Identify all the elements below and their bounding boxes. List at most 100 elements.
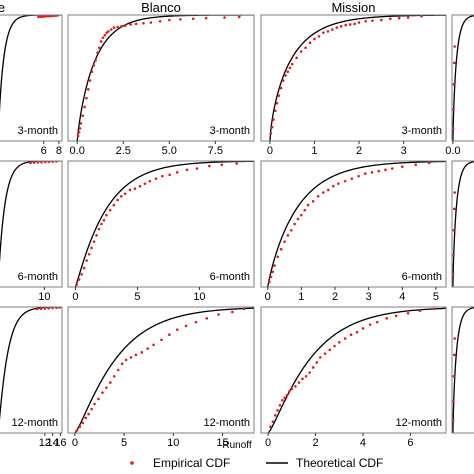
panel-frame xyxy=(67,160,255,288)
x-tick-label: 6 xyxy=(41,145,47,157)
empirical-point xyxy=(368,323,372,326)
empirical-point xyxy=(452,254,455,257)
empirical-point xyxy=(47,15,51,18)
empirical-point xyxy=(394,314,398,318)
empirical-point xyxy=(304,46,307,50)
empirical-point xyxy=(120,362,124,366)
empirical-point xyxy=(418,309,422,313)
empirical-point xyxy=(279,247,283,251)
panel-period-label: 6-month xyxy=(210,271,250,283)
x-tick-label: 2.5 xyxy=(116,145,131,157)
empirical-point xyxy=(220,163,224,167)
empirical-point xyxy=(323,352,327,355)
empirical-point xyxy=(318,356,322,359)
empirical-point xyxy=(90,246,93,250)
empirical-point xyxy=(294,385,297,388)
theoretical-cdf-line xyxy=(452,307,474,433)
empirical-point xyxy=(116,25,120,29)
empirical-point xyxy=(140,351,144,354)
empirical-point xyxy=(361,327,365,330)
empirical-point xyxy=(331,28,334,31)
empirical-point xyxy=(355,330,359,334)
x-tick-label: 6 xyxy=(407,437,413,449)
empirical-point xyxy=(397,16,401,20)
panel-frame xyxy=(451,160,474,288)
empirical-point xyxy=(86,88,90,91)
empirical-point xyxy=(273,264,276,267)
x-axis-title: Runoff xyxy=(222,440,252,451)
empirical-point xyxy=(75,283,78,286)
empirical-point xyxy=(93,402,96,406)
empirical-point xyxy=(85,259,88,262)
x-tick-label: 1 xyxy=(298,291,304,303)
empirical-point xyxy=(348,23,352,26)
empirical-point xyxy=(160,338,163,342)
x-tick-label: 0 xyxy=(267,145,273,157)
x-tick-label: 0.0 xyxy=(445,145,460,157)
empirical-point xyxy=(168,333,171,337)
x-tick-label: 10 xyxy=(38,291,50,303)
empirical-point xyxy=(134,353,138,357)
x-tick-label: 2 xyxy=(312,437,318,449)
empirical-point xyxy=(112,26,116,29)
empirical-point xyxy=(143,182,147,185)
x-tick-label: 4 xyxy=(360,437,366,449)
empirical-point xyxy=(105,213,108,217)
legend-theoretical-label: Theoretical CDF xyxy=(296,456,383,470)
empirical-point xyxy=(142,21,145,25)
empirical-point xyxy=(452,273,455,276)
empirical-point xyxy=(237,15,241,19)
panel-r1-c3 xyxy=(451,160,474,288)
empirical-point xyxy=(322,31,325,34)
x-tick-label: 5 xyxy=(121,437,127,449)
panel-r0-c3: 0.0 xyxy=(445,14,474,157)
empirical-point xyxy=(380,18,383,22)
empirical-point xyxy=(47,307,51,310)
empirical-point xyxy=(99,40,103,43)
empirical-point xyxy=(194,320,198,324)
empirical-point xyxy=(290,387,294,391)
empirical-point xyxy=(133,187,137,191)
empirical-point xyxy=(299,50,303,53)
empirical-point xyxy=(315,361,319,364)
empirical-point xyxy=(101,391,104,394)
empirical-point xyxy=(353,22,356,26)
empirical-point xyxy=(105,386,108,389)
x-tick-label: 5 xyxy=(433,291,439,303)
empirical-point xyxy=(270,125,274,129)
x-tick-label: 3 xyxy=(366,291,372,303)
empirical-point xyxy=(321,191,325,194)
empirical-point xyxy=(286,70,290,73)
empirical-point xyxy=(273,109,277,113)
empirical-point xyxy=(92,240,96,243)
theoretical-cdf-line xyxy=(269,15,446,141)
empirical-point xyxy=(339,25,343,28)
empirical-point xyxy=(384,168,387,172)
empirical-point xyxy=(332,184,335,188)
empirical-point xyxy=(83,105,86,109)
empirical-point xyxy=(452,419,455,422)
empirical-point xyxy=(116,198,119,202)
panel-r0-c1: 0.0 2.5 5.0 7.5 3-month xyxy=(67,14,255,157)
panel-period-label: 3-month xyxy=(18,125,58,137)
empirical-point xyxy=(326,188,330,192)
panel-r2-c2: 0 2 4 6 12-month xyxy=(260,306,447,449)
x-tick-label: 3 xyxy=(401,145,407,157)
empirical-point xyxy=(288,390,291,393)
empirical-point xyxy=(293,222,296,226)
x-tick-label: 0 xyxy=(265,437,271,449)
empirical-point xyxy=(452,375,456,378)
panel-frame xyxy=(67,14,255,142)
empirical-point xyxy=(288,66,292,70)
empirical-point xyxy=(109,381,112,384)
empirical-point xyxy=(427,161,431,165)
theoretical-cdf-line xyxy=(74,161,254,287)
empirical-point xyxy=(357,174,360,178)
empirical-point xyxy=(370,171,374,174)
empirical-point xyxy=(138,184,142,188)
empirical-point xyxy=(308,371,311,374)
empirical-point xyxy=(184,324,188,328)
empirical-point xyxy=(452,127,455,130)
empirical-point xyxy=(286,234,290,237)
empirical-point xyxy=(97,227,101,231)
